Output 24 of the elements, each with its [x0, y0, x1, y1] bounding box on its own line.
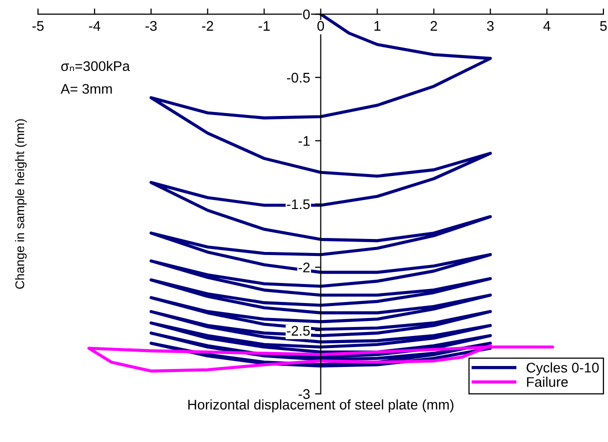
x-axis-title: Horizontal displacement of steel plate (mm): [188, 399, 454, 412]
annotation: σₙ=300kPa: [61, 60, 130, 72]
legend-label: Failure: [527, 376, 568, 387]
y-tick-label: -1.5: [286, 199, 310, 210]
annotation: A= 3mm: [60, 84, 112, 94]
x-tick-label: 4: [543, 21, 550, 31]
legend-label: Cycles 0-10: [526, 362, 599, 376]
x-tick-label: -1: [258, 21, 270, 31]
x-tick-label: -5: [32, 21, 44, 31]
y-axis-title: Change in sample height (mm): [15, 119, 27, 289]
y-tick-label: -0.5: [286, 72, 310, 83]
y-tick-label: 0: [303, 9, 310, 20]
x-tick-label: -2: [202, 21, 214, 31]
x-tick-label: -3: [146, 21, 157, 31]
x-tick-label: -4: [88, 21, 100, 31]
y-tick-label: -2.5: [286, 326, 310, 336]
x-tick-label: 3: [487, 21, 494, 31]
y-tick-label: -3: [298, 389, 310, 399]
y-tick-label: -2: [298, 262, 310, 272]
y-tick-label: -1: [298, 136, 310, 146]
x-tick-label: 0: [317, 21, 324, 31]
x-tick-label: 5: [600, 21, 607, 31]
x-tick-label: 1: [374, 21, 380, 31]
x-tick-label: 2: [430, 21, 437, 31]
